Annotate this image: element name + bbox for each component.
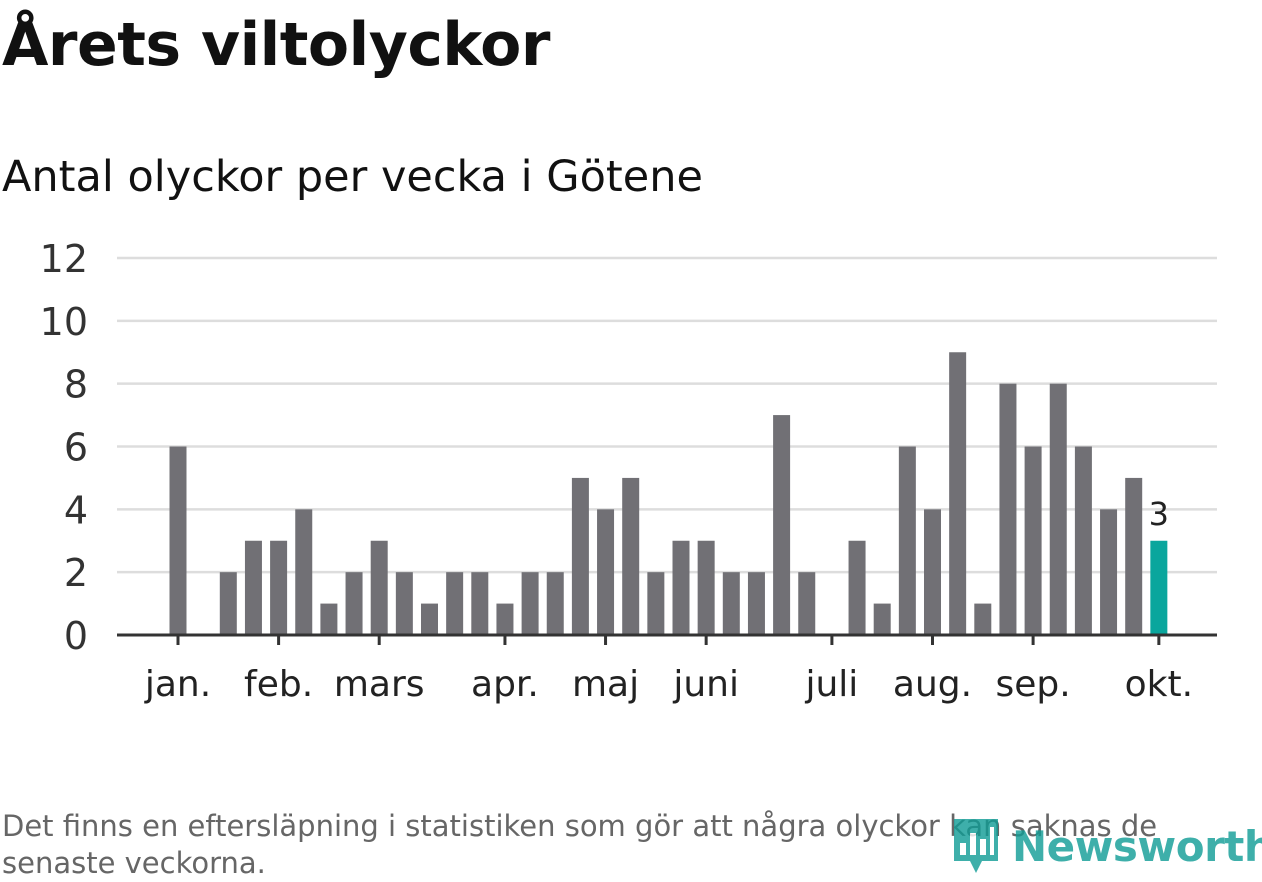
x-tick-label: aug. <box>893 664 972 705</box>
bar <box>446 572 464 635</box>
x-tick-label: juni <box>672 664 739 705</box>
bar <box>370 540 388 635</box>
bar <box>798 572 816 635</box>
bar <box>244 540 262 635</box>
bar <box>773 415 791 635</box>
bar <box>295 509 313 635</box>
x-tick-label: sep. <box>995 664 1070 705</box>
x-tick-label: mars <box>334 664 425 705</box>
bar <box>974 603 992 635</box>
bar <box>345 572 363 635</box>
bar <box>697 540 715 635</box>
bar <box>421 603 438 635</box>
bar <box>622 477 640 635</box>
bar <box>496 603 514 635</box>
bar-chart: 0 2 4 6 8 10 12 jan. feb. mars apr. maj juni juli aug.… <box>40 237 1217 705</box>
bar <box>949 352 967 635</box>
bar <box>571 477 589 635</box>
y-tick-label: 6 <box>64 426 88 470</box>
x-tick-label: jan. <box>144 664 211 705</box>
bar <box>999 383 1017 635</box>
y-tick-label: 12 <box>40 237 88 281</box>
bar <box>521 572 539 635</box>
bar <box>1074 446 1092 635</box>
x-tick-label: maj <box>572 664 639 705</box>
chart-title: Årets viltolyckor <box>2 10 551 80</box>
bar <box>747 572 765 635</box>
brand-logo: Newsworthy <box>950 815 1262 877</box>
y-tick-label: 8 <box>64 363 88 407</box>
bar <box>219 572 237 635</box>
y-tick-label: 2 <box>64 551 88 595</box>
bar <box>471 572 489 635</box>
x-tick-label: okt. <box>1125 664 1193 705</box>
x-axis <box>117 633 1217 645</box>
bar <box>546 572 564 635</box>
last-value-label: 3 <box>1149 495 1169 533</box>
bar <box>647 572 665 635</box>
labels: 0 2 4 6 8 10 12 jan. feb. mars apr. maj juni juli aug.… <box>40 237 1193 705</box>
y-tick-label: 0 <box>64 614 88 658</box>
chart-subtitle: Antal olyckor per vecka i Götene <box>2 152 703 202</box>
newsworthy-logo-icon <box>954 819 998 873</box>
bar <box>1049 383 1067 635</box>
bar-highlight <box>1150 540 1168 635</box>
bar <box>597 509 615 635</box>
bar <box>848 540 866 635</box>
y-tick-label: 10 <box>40 300 88 344</box>
bar <box>898 446 916 635</box>
bar <box>873 603 891 635</box>
bar <box>1125 477 1143 635</box>
bar <box>924 509 941 635</box>
bar <box>270 540 288 635</box>
x-tick-label: apr. <box>471 664 539 705</box>
bars <box>169 352 1168 635</box>
y-tick-label: 4 <box>64 488 88 532</box>
x-tick-label: feb. <box>244 664 313 705</box>
bar <box>672 540 690 635</box>
brand-name: Newsworthy <box>1012 821 1262 871</box>
x-tick-label: juli <box>804 664 858 705</box>
bar <box>1024 446 1042 635</box>
bar <box>320 603 338 635</box>
bar <box>395 572 413 635</box>
bar <box>722 572 740 635</box>
bar <box>169 446 187 635</box>
bar <box>1100 509 1118 635</box>
